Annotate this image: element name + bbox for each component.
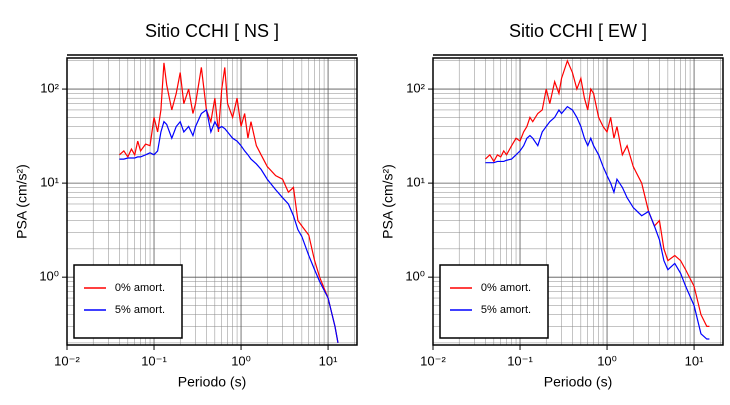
x-tick-label: 10¹ — [319, 353, 338, 368]
legend-box — [73, 264, 183, 339]
y-tick-label: 10¹ — [40, 175, 59, 190]
x-tick-label: 10⁻² — [54, 353, 80, 368]
series-line — [119, 108, 339, 344]
x-axis-label: Periodo (s) — [178, 374, 246, 390]
y-tick-label: 10² — [406, 81, 425, 96]
x-tick-label: 10⁰ — [231, 353, 251, 368]
y-tick-label: 10⁰ — [39, 269, 59, 284]
series-line — [484, 59, 710, 327]
x-tick-label: 10⁻¹ — [507, 353, 533, 368]
x-axis-label: Periodo (s) — [544, 374, 612, 390]
x-tick-label: 10¹ — [685, 353, 704, 368]
legend-box — [439, 264, 549, 339]
x-tick-label: 10⁻¹ — [141, 353, 167, 368]
y-tick-label: 10² — [40, 81, 59, 96]
series-line — [118, 62, 339, 344]
x-tick-label: 10⁻² — [420, 353, 446, 368]
y-axis-label: PSA (cm/s²) — [14, 164, 30, 239]
y-tick-label: 10⁰ — [405, 269, 425, 284]
chart-title: Sitio CCHI [ EW ] — [509, 21, 647, 41]
y-axis-label: PSA (cm/s²) — [380, 164, 396, 239]
plot-frame — [432, 57, 724, 346]
y-tick-label: 10¹ — [406, 175, 425, 190]
legend-label: 5% amort. — [115, 304, 165, 316]
series-line — [485, 105, 710, 340]
legend-label: 0% amort. — [481, 282, 531, 294]
legend-label: 5% amort. — [481, 304, 531, 316]
legend-label: 0% amort. — [115, 282, 165, 294]
chart-title: Sitio CCHI [ NS ] — [145, 21, 279, 41]
plot-frame — [66, 57, 358, 346]
x-tick-label: 10⁰ — [597, 353, 617, 368]
